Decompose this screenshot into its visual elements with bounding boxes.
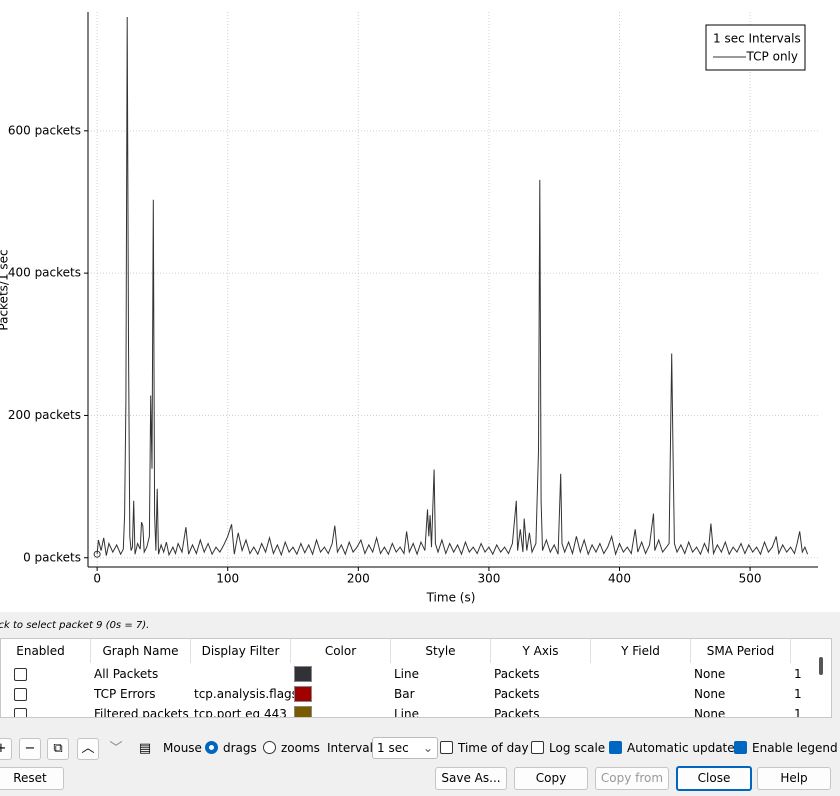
legend-label: TCP only bbox=[746, 50, 798, 64]
y-value: 1 bbox=[794, 667, 802, 681]
graph-name: All Packets bbox=[94, 667, 159, 681]
remove-button[interactable]: − bbox=[19, 738, 41, 760]
time-of-day-checkbox[interactable] bbox=[440, 741, 453, 754]
display-filter: tcp.analysis.flags bbox=[194, 687, 298, 701]
style: Line bbox=[394, 707, 420, 718]
log-scale-label[interactable]: Log scale bbox=[549, 741, 606, 755]
display-filter: tcp.port eq 443 bbox=[194, 707, 287, 718]
close-button[interactable]: Close bbox=[676, 766, 752, 791]
zooms-radio[interactable] bbox=[263, 741, 276, 754]
header: Y bbox=[791, 639, 831, 663]
x-tick-label: 100 bbox=[216, 572, 239, 586]
header: Display Filter bbox=[191, 639, 291, 663]
clear-button[interactable]: ▤ bbox=[138, 741, 152, 756]
color-swatch[interactable] bbox=[294, 686, 312, 702]
y-value: 1 bbox=[794, 707, 802, 718]
style: Bar bbox=[394, 687, 415, 701]
x-tick-label: 400 bbox=[608, 572, 631, 586]
y-axis: Packets bbox=[494, 707, 540, 718]
scrollbar[interactable] bbox=[819, 657, 823, 675]
interval-value: 1 sec bbox=[377, 741, 409, 755]
copy-button[interactable]: Copy bbox=[514, 767, 588, 790]
x-tick-label: 300 bbox=[477, 572, 500, 586]
graph-table: Enabled Graph Name Display Filter Color … bbox=[0, 638, 832, 718]
header: SMA Period bbox=[691, 639, 791, 663]
selected-packet-marker bbox=[93, 550, 101, 558]
log-scale-checkbox[interactable] bbox=[531, 741, 544, 754]
interval-select[interactable]: 1 sec ⌄ bbox=[372, 737, 438, 759]
y-axis-label: Packets/1 sec bbox=[0, 249, 11, 330]
legend-box bbox=[705, 24, 806, 71]
header: Y Axis bbox=[491, 639, 591, 663]
add-button[interactable]: + bbox=[0, 738, 12, 760]
move-up-button[interactable]: ︿ bbox=[77, 738, 99, 760]
color-swatch[interactable] bbox=[294, 666, 312, 682]
y-axis: Packets bbox=[494, 667, 540, 681]
enabled-checkbox[interactable] bbox=[14, 708, 27, 717]
zooms-label[interactable]: zooms bbox=[281, 741, 320, 755]
graph-name: TCP Errors bbox=[94, 687, 156, 701]
drags-radio[interactable] bbox=[205, 741, 218, 754]
legend-title: 1 sec Intervals bbox=[713, 32, 801, 46]
chart: 500 400 300 200 100 0 600 packets 400 packets 20… bbox=[0, 0, 840, 612]
graph-name: Filtered packets bbox=[94, 707, 189, 718]
y-tick-label: 0 packets bbox=[23, 550, 81, 564]
y-tick-label: 400 packets bbox=[8, 266, 81, 280]
reset-button[interactable]: Reset bbox=[0, 767, 64, 790]
auto-update-checkbox[interactable] bbox=[609, 741, 622, 754]
help-button[interactable]: Help bbox=[757, 767, 831, 790]
style: Line bbox=[394, 667, 420, 681]
x-tick-label: 500 bbox=[739, 572, 762, 586]
enabled-checkbox[interactable] bbox=[14, 688, 27, 701]
header: Graph Name bbox=[91, 639, 191, 663]
status-text: Click to select packet 9 (0s = 7). bbox=[0, 620, 150, 631]
sma-period: None bbox=[694, 687, 726, 701]
enable-legend-checkbox[interactable] bbox=[734, 741, 747, 754]
x-tick-label: 200 bbox=[347, 572, 370, 586]
copy-graph-button[interactable]: ⧉ bbox=[47, 738, 69, 760]
drags-label[interactable]: drags bbox=[223, 741, 257, 755]
y-value: 1 bbox=[794, 687, 802, 701]
save-as-button[interactable]: Save As... bbox=[435, 767, 507, 790]
header: Enabled bbox=[1, 639, 91, 663]
header: Style bbox=[391, 639, 491, 663]
auto-update-label[interactable]: Automatic update bbox=[627, 741, 735, 755]
header: Color bbox=[291, 639, 391, 663]
sma-period: None bbox=[694, 707, 726, 718]
x-axis-label: Time (s) bbox=[426, 591, 476, 605]
y-tick-label: 600 packets bbox=[8, 123, 81, 137]
interval-label: Interval bbox=[327, 741, 373, 755]
y-axis: Packets bbox=[494, 687, 540, 701]
x-tick-label: 0 bbox=[93, 572, 101, 586]
series-line bbox=[96, 16, 809, 557]
move-down-button[interactable]: ﹀ bbox=[109, 741, 123, 756]
enabled-checkbox[interactable] bbox=[14, 668, 27, 681]
y-tick-label: 200 packets bbox=[8, 408, 81, 422]
copy-from-button[interactable]: Copy from bbox=[595, 767, 669, 790]
color-swatch[interactable] bbox=[294, 706, 312, 717]
header: Y Field bbox=[591, 639, 691, 663]
mouse-label: Mouse bbox=[163, 741, 202, 755]
sma-period: None bbox=[694, 667, 726, 681]
enable-legend-label[interactable]: Enable legend bbox=[752, 741, 838, 755]
dropdown-arrow: ⌄ bbox=[422, 741, 433, 755]
time-of-day-label[interactable]: Time of day bbox=[458, 741, 529, 755]
